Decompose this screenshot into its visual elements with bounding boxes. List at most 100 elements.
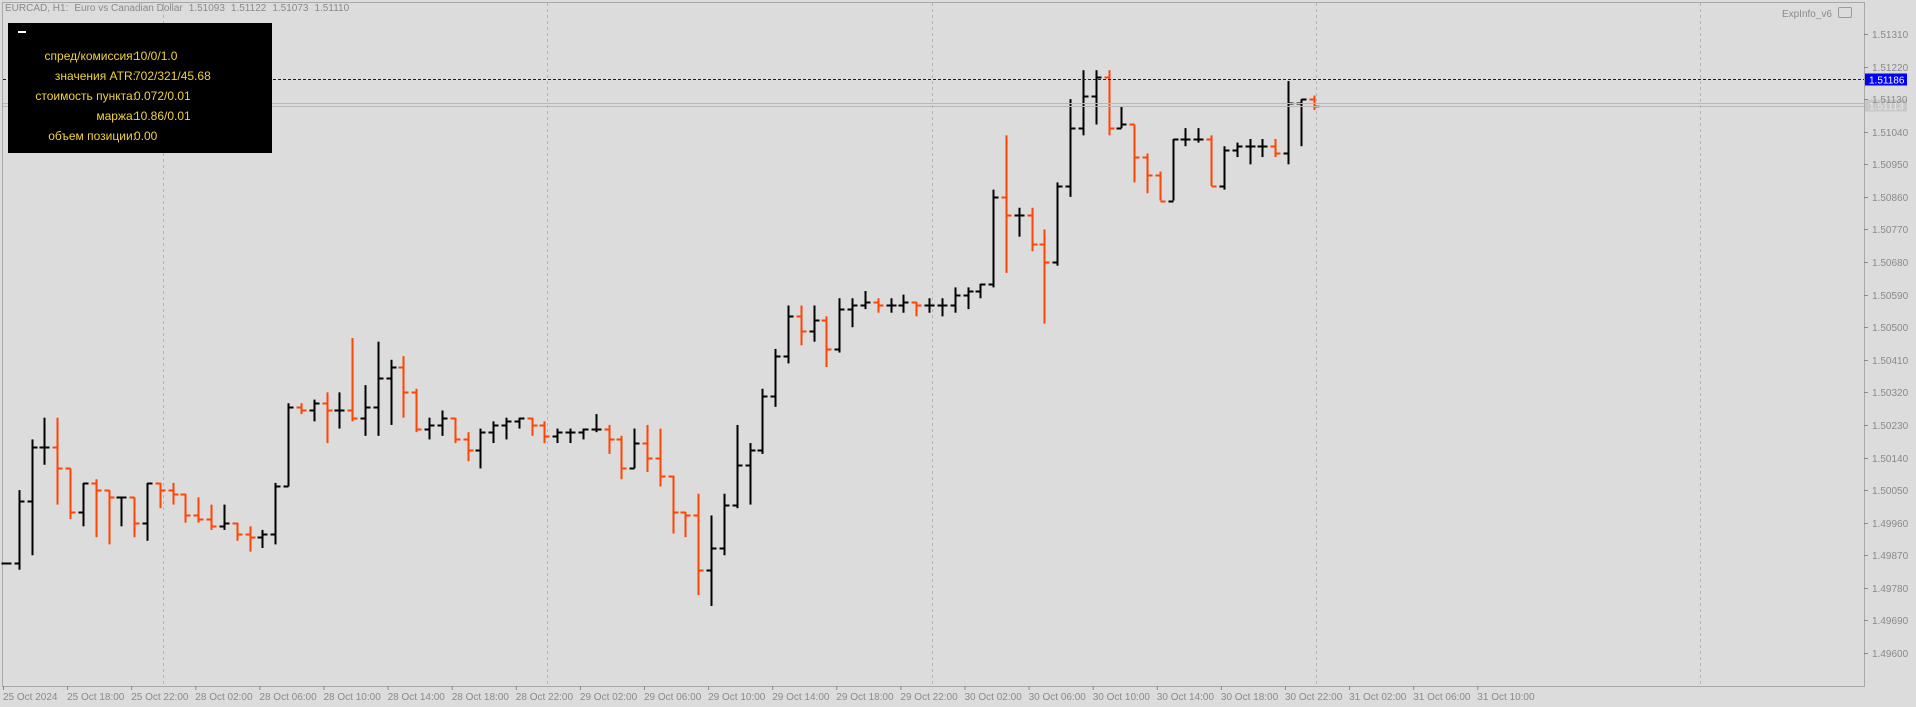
ohlc-bar <box>398 356 409 418</box>
ohlc-bar <box>450 417 461 444</box>
info-label: стоимость пункта: <box>35 89 136 103</box>
quote-close: 1.51110 <box>314 3 350 14</box>
y-axis-label: 1.50590 <box>1872 291 1909 302</box>
x-axis-label: 30 Oct 18:00 <box>1221 692 1279 703</box>
ask-price-label-bg <box>1865 99 1907 112</box>
ohlc-bar <box>950 287 961 313</box>
ohlc-bar <box>39 417 50 465</box>
ohlc-bar <box>873 298 884 313</box>
y-axis-label: 1.49780 <box>1872 584 1909 595</box>
ohlc-bar <box>257 529 268 549</box>
y-axis-label: 1.51130 <box>1872 95 1908 106</box>
plot-frame <box>2 2 1865 687</box>
x-axis-label: 28 Oct 22:00 <box>516 692 574 703</box>
ohlc-bar <box>757 388 768 454</box>
ohlc-bar <box>219 504 230 530</box>
ohlc-bar <box>527 417 538 436</box>
ohlc-bar <box>975 283 986 299</box>
ohlc-bar <box>1014 207 1025 237</box>
ohlc-bar <box>745 443 756 505</box>
indicator-label[interactable]: ExpInfo_v6 <box>1782 7 1852 20</box>
x-axis-label: 25 Oct 18:00 <box>67 692 125 703</box>
ohlc-bar <box>1078 70 1089 136</box>
y-axis-label: 1.50410 <box>1872 356 1909 367</box>
ohlc-bar <box>309 399 320 422</box>
info-value: 10/0/1.0 <box>134 49 178 63</box>
info-row-margin: маржа: 10.86/0.01 <box>8 109 272 129</box>
quote-high: 1.51122 <box>230 3 267 14</box>
ohlc-bar <box>168 482 179 505</box>
x-axis-label: 28 Oct 14:00 <box>388 692 446 703</box>
ohlc-bar <box>437 410 448 436</box>
ohlc-bar <box>65 467 76 520</box>
x-axis-label: 31 Oct 10:00 <box>1477 692 1535 703</box>
ohlc-bar <box>591 414 602 433</box>
ohlc-bar <box>1065 99 1076 197</box>
ohlc-bar <box>1129 123 1140 183</box>
ohlc-bar <box>245 526 256 552</box>
ohlc-bar <box>604 424 615 454</box>
x-axis-label: 30 Oct 10:00 <box>1093 692 1151 703</box>
ohlc-bar <box>1257 138 1268 158</box>
ohlc-bar <box>1039 229 1050 324</box>
ohlc-bar <box>1142 153 1153 194</box>
ohlc-bar <box>552 428 563 444</box>
y-axis-label: 1.51220 <box>1872 63 1909 74</box>
ohlc-bar <box>347 338 358 422</box>
ohlc-bar <box>424 417 435 440</box>
y-axis-label: 1.50500 <box>1872 323 1909 334</box>
symbol-timeframe: EURCAD, H1: <box>5 3 69 14</box>
ohlc-bar <box>642 424 653 473</box>
x-axis-label: 31 Oct 02:00 <box>1349 692 1407 703</box>
ohlc-bar <box>1091 70 1102 125</box>
y-axis-label: 1.50230 <box>1872 421 1909 432</box>
y-axis-label: 1.51040 <box>1872 128 1909 139</box>
ohlc-bar <box>963 287 974 310</box>
ohlc-bar <box>1052 182 1063 266</box>
ohlc-bar <box>386 359 397 425</box>
ohlc-bar <box>1155 171 1166 203</box>
ohlc-bar <box>1193 128 1204 143</box>
expert-hat-icon <box>1838 7 1852 18</box>
info-row-point-value: стоимость пункта: 0.072/0.01 <box>8 89 272 109</box>
ohlc-bar <box>796 305 807 346</box>
x-axis-label: 25 Oct 2024 <box>3 692 58 703</box>
ohlc-bar <box>924 298 935 313</box>
info-label: значения ATR: <box>54 69 136 83</box>
info-label: маржа: <box>96 109 136 123</box>
ohlc-bar <box>116 496 127 527</box>
x-axis-label: 30 Oct 06:00 <box>1029 692 1087 703</box>
x-axis-label: 28 Oct 02:00 <box>195 692 253 703</box>
ohlc-bar <box>27 439 38 556</box>
y-axis-label: 1.49690 <box>1872 616 1909 627</box>
ohlc-bar <box>706 515 717 606</box>
x-axis-label: 29 Oct 02:00 <box>580 692 638 703</box>
ohlc-bar <box>463 432 474 462</box>
x-axis-label: 29 Oct 06:00 <box>644 692 702 703</box>
x-axis-label: 29 Oct 18:00 <box>836 692 894 703</box>
ohlc-bar <box>565 428 576 444</box>
ohlc-bar <box>14 490 25 570</box>
ohlc-bar <box>296 403 307 415</box>
ohlc-bar <box>629 428 640 470</box>
chart-header: EURCAD, H1: Euro vs Canadian Dollar 1.5109… <box>5 3 355 14</box>
ohlc-bar <box>783 305 794 364</box>
ohlc-bar <box>693 493 704 596</box>
ohlc-bar <box>732 424 743 509</box>
ohlc-bar <box>616 435 627 480</box>
ohlc-bar <box>1245 138 1256 165</box>
info-label: спред/комиссия: <box>44 49 136 63</box>
panel-minimize-icon[interactable] <box>18 31 26 33</box>
y-axis-label: 1.50770 <box>1872 225 1909 236</box>
ohlc-bar <box>91 479 102 538</box>
ohlc-bar <box>668 475 679 534</box>
ohlc-bar <box>180 493 191 523</box>
x-axis-label: 29 Oct 10:00 <box>708 692 766 703</box>
ohlc-bar <box>539 421 550 444</box>
bid-price-label: 1.51186 <box>1869 76 1905 87</box>
ohlc-bar <box>770 348 781 407</box>
ohlc-bar <box>142 482 153 541</box>
ohlc-bar <box>488 421 499 444</box>
ohlc-bar <box>821 316 832 368</box>
